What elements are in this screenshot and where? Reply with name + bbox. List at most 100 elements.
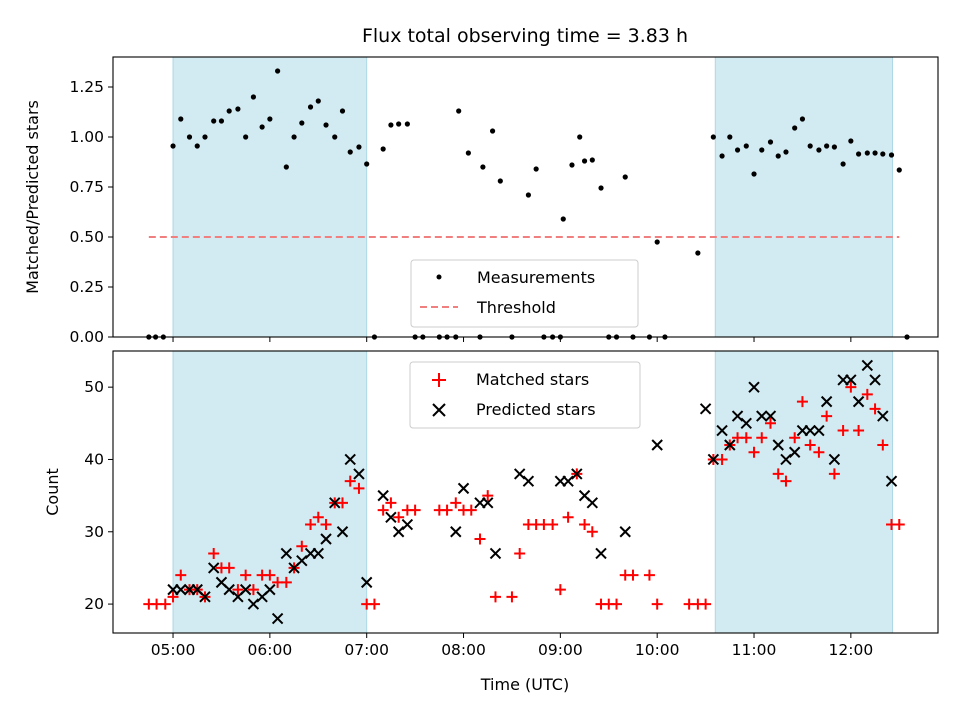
y-tick-label: 20 bbox=[84, 595, 104, 613]
predicted-star-point bbox=[223, 583, 235, 596]
matched-star-point bbox=[159, 598, 171, 610]
matched-star-point bbox=[377, 504, 389, 516]
measurement-point bbox=[356, 144, 362, 150]
x-axis-label: Time (UTC) bbox=[480, 675, 569, 694]
measurement-point bbox=[533, 166, 539, 172]
measurement-point bbox=[404, 121, 410, 127]
legend-predicted-label: Predicted stars bbox=[476, 400, 596, 419]
measurement-point bbox=[170, 143, 176, 149]
matched-star-point bbox=[232, 584, 244, 596]
measurement-points bbox=[146, 68, 910, 340]
matched-star-point bbox=[368, 598, 380, 610]
predicted-star-point bbox=[247, 598, 260, 610]
matched-star-point bbox=[482, 490, 494, 502]
top-shaded-regions bbox=[172, 56, 893, 338]
measurement-point bbox=[250, 94, 257, 100]
matched-star-point bbox=[748, 446, 760, 458]
measurement-point bbox=[807, 143, 813, 149]
measurement-point bbox=[299, 120, 305, 126]
measurement-point bbox=[695, 250, 701, 256]
bottom-legend-box bbox=[409, 361, 641, 429]
predicted-star-point bbox=[756, 410, 768, 422]
matched-star-point bbox=[828, 468, 840, 480]
predicted-star-point bbox=[271, 612, 284, 625]
measurement-point bbox=[759, 147, 765, 153]
y-tick-label: 50 bbox=[84, 378, 104, 396]
measurement-point bbox=[315, 98, 321, 104]
matched-star-point bbox=[756, 432, 768, 444]
y-tick-label: 0.75 bbox=[69, 178, 104, 196]
matched-star-point bbox=[353, 482, 365, 494]
predicted-star-point bbox=[699, 403, 712, 415]
measurement-point bbox=[743, 143, 749, 149]
measurement-point bbox=[727, 134, 733, 140]
predicted-star-point bbox=[401, 518, 414, 531]
matched-star-point bbox=[861, 388, 873, 400]
predicted-star-point bbox=[482, 497, 494, 509]
measurement-point bbox=[259, 124, 265, 130]
y-tick-label: 1.00 bbox=[69, 128, 104, 146]
measurement-point bbox=[388, 122, 394, 128]
measurement-point bbox=[525, 192, 532, 198]
measurement-point bbox=[831, 144, 837, 150]
measurement-point bbox=[767, 139, 774, 145]
top-y-axis-label: Matched/Predicted stars bbox=[23, 100, 42, 294]
measurement-point bbox=[307, 104, 314, 110]
measurement-point bbox=[734, 147, 741, 153]
predicted-star-point bbox=[296, 554, 308, 567]
matched-star-point bbox=[772, 468, 784, 480]
matched-star-point bbox=[893, 519, 905, 531]
matched-star-point bbox=[547, 519, 559, 531]
matched-star-point bbox=[296, 540, 308, 552]
predicted-star-point bbox=[707, 453, 720, 466]
matched-star-point bbox=[506, 591, 518, 603]
top-axes-frame bbox=[112, 56, 939, 338]
measurement-point bbox=[569, 162, 575, 168]
matched-star-point bbox=[167, 591, 179, 603]
top-legend: Measurements Threshold bbox=[410, 259, 639, 328]
measurement-point bbox=[235, 106, 241, 112]
measurement-point bbox=[710, 134, 716, 140]
x-tick-label: 12:00 bbox=[829, 641, 874, 659]
predicted-star-point bbox=[344, 453, 356, 466]
y-tick-label: 0.25 bbox=[69, 278, 104, 296]
measurement-point bbox=[332, 134, 338, 140]
x-tick-label: 05:00 bbox=[151, 641, 196, 659]
predicted-star-point bbox=[813, 424, 825, 437]
legend-measurements-label: Measurements bbox=[477, 268, 595, 287]
measurement-point bbox=[178, 116, 184, 122]
matched-star-point bbox=[409, 504, 421, 516]
shaded-interval-0 bbox=[172, 350, 368, 634]
measurement-point bbox=[226, 108, 232, 114]
predicted-star-point bbox=[312, 547, 324, 560]
predicted-star-point bbox=[619, 526, 631, 538]
measurement-point bbox=[622, 174, 628, 180]
legend-threshold-label: Threshold bbox=[476, 298, 556, 317]
measurement-point bbox=[186, 134, 193, 140]
legend-predicted-marker bbox=[432, 403, 446, 417]
matched-star-point bbox=[240, 569, 252, 581]
bottom-panel: 20 30 40 50 05:00 06:00 07:00 08:00 09:00 10:00 1… bbox=[43, 350, 939, 694]
predicted-star-point bbox=[353, 468, 365, 480]
measurement-point bbox=[783, 149, 789, 155]
predicted-star-point bbox=[885, 475, 898, 487]
x-tick-label: 07:00 bbox=[344, 641, 389, 659]
measurement-point bbox=[218, 118, 225, 124]
predicted-star-point bbox=[377, 489, 389, 502]
top-legend-box bbox=[410, 259, 639, 328]
predicted-star-point bbox=[207, 562, 220, 574]
predicted-star-point bbox=[724, 439, 736, 451]
x-tick-label: 09:00 bbox=[538, 641, 583, 659]
matched-star-point bbox=[877, 439, 889, 451]
matched-star-point bbox=[821, 410, 833, 422]
bottom-shaded-regions bbox=[172, 350, 893, 634]
matched-star-point bbox=[853, 425, 865, 437]
predicted-star-point bbox=[764, 410, 777, 422]
measurement-point bbox=[598, 185, 604, 191]
measurement-point bbox=[824, 143, 830, 149]
predicted-star-point bbox=[457, 482, 470, 495]
measurement-point bbox=[497, 178, 503, 184]
predicted-star-point bbox=[716, 424, 728, 437]
matched-star-point bbox=[837, 425, 849, 437]
y-tick-label: 0.00 bbox=[69, 328, 104, 346]
